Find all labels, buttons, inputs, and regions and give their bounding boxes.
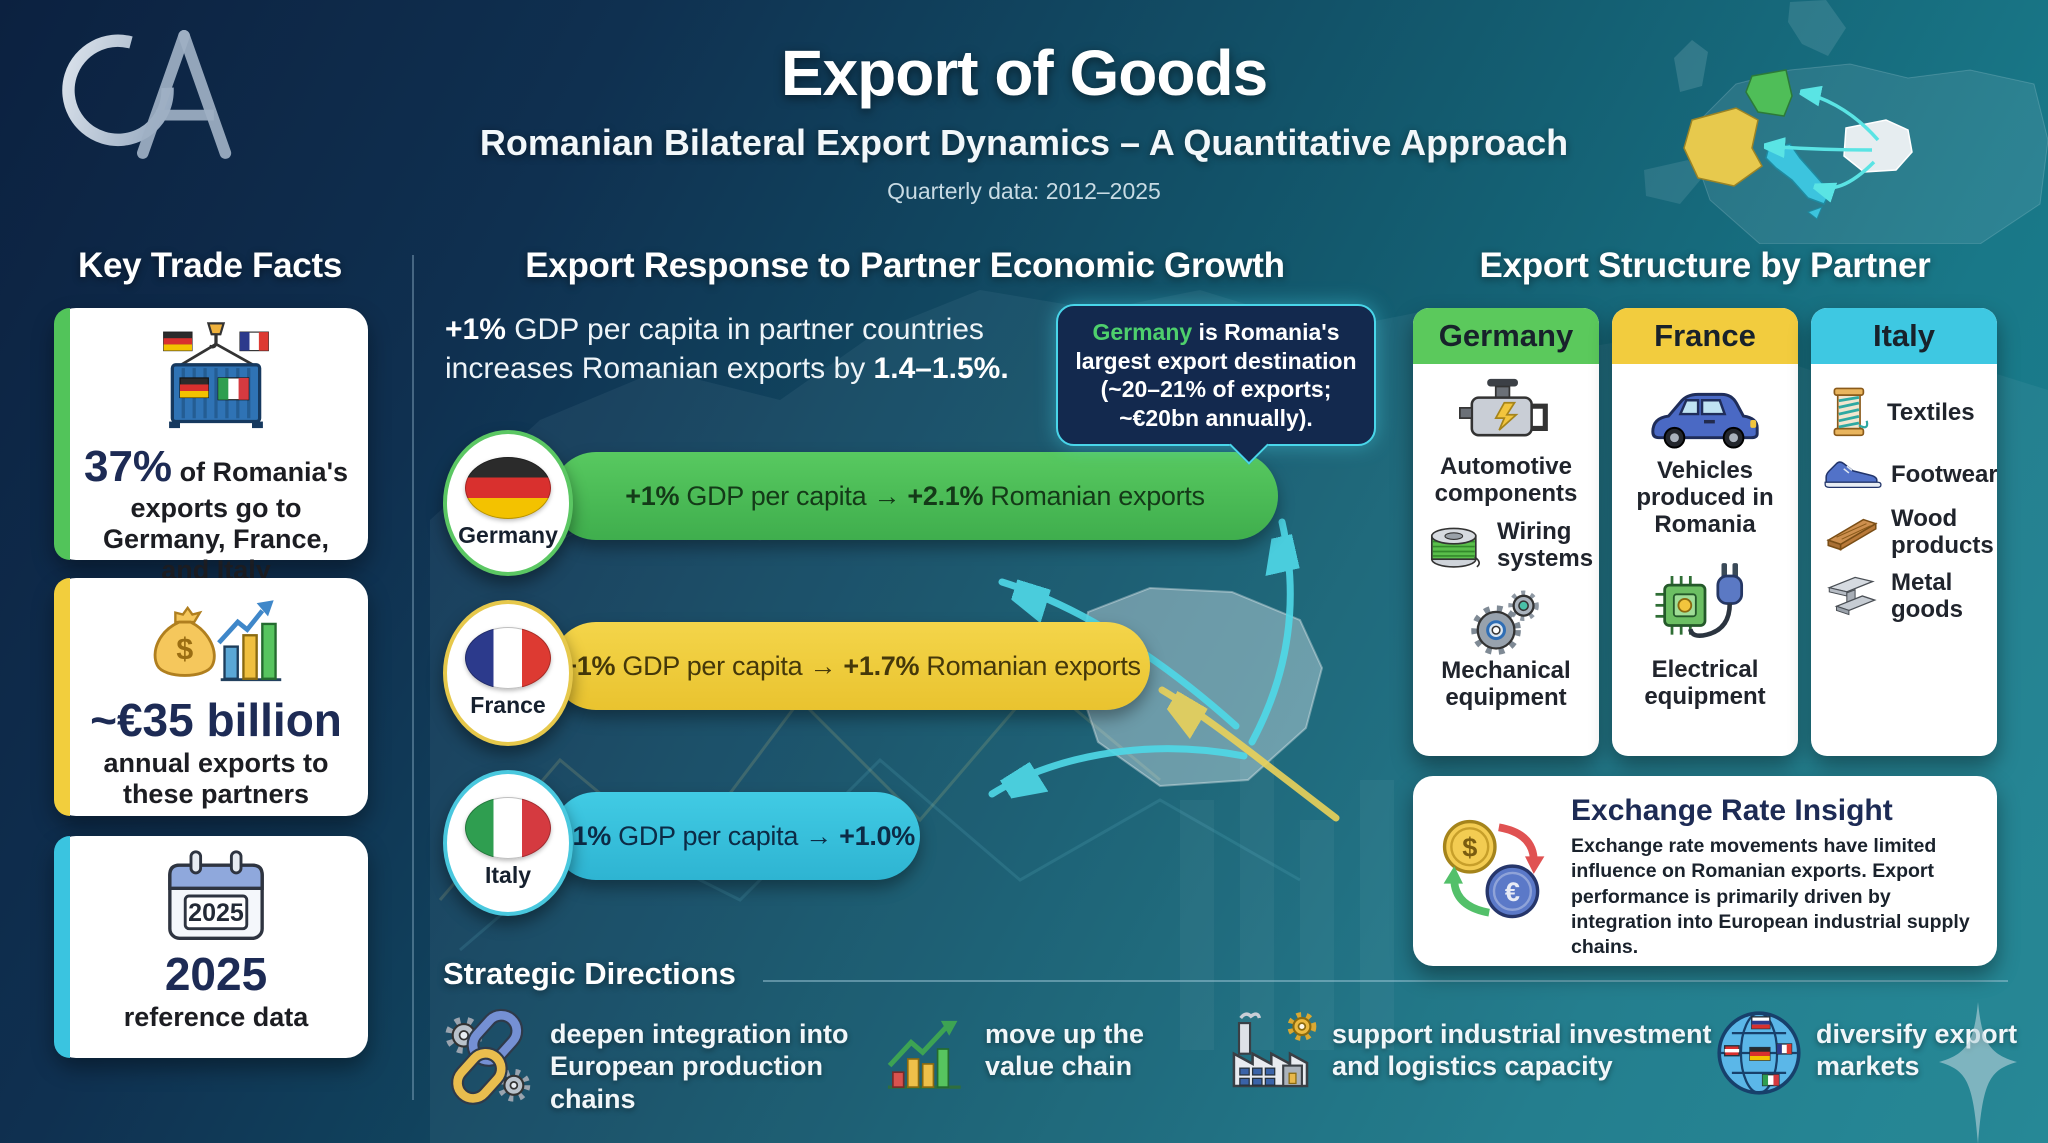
germany-callout: Germany is Romania's largest export dest… <box>1056 304 1376 447</box>
france-flag-icon <box>465 627 551 689</box>
france-shape <box>1683 107 1763 187</box>
electrical-plug-icon <box>1620 561 1790 657</box>
cargo-container-flags-icon <box>78 318 354 440</box>
stat-value: ~€35 billion <box>90 694 342 746</box>
globe-flags-icon <box>1712 1006 1806 1100</box>
italy-elasticity-label: +1% GDP per capita → +1.0% <box>557 820 915 851</box>
fact-text: reference data <box>123 1002 309 1033</box>
page-title: Export of Goods <box>780 37 1268 109</box>
wood-plank-icon <box>1821 510 1883 556</box>
germany-column-header: Germany <box>1413 308 1599 364</box>
page-subtitle: Romanian Bilateral Export Dynamics – A Q… <box>479 122 1569 163</box>
calendar-year-label: 2025 <box>188 899 244 927</box>
export-structure-heading: Export Structure by Partner <box>1479 246 1931 285</box>
structure-item-label: Automotive components <box>1434 453 1578 507</box>
germany-flag-icon <box>465 457 551 519</box>
export-response-heading: Export Response to Partner Economic Grow… <box>525 246 1285 285</box>
country-label: Italy <box>484 862 532 888</box>
structure-item-label: Vehicles produced in Romania <box>1636 457 1774 538</box>
svg-text:€: € <box>1505 876 1520 907</box>
structure-item-label: Wood products <box>1891 505 1994 559</box>
germany-flag-badge: Germany <box>443 430 573 576</box>
gears-icon <box>1421 584 1591 658</box>
stat-value: 37% <box>83 442 173 491</box>
elasticity-intro-text: +1% GDP per capita in partner countries … <box>445 313 1009 385</box>
italy-elasticity-bar: +1% GDP per capita → +1.0% <box>552 792 920 880</box>
fact-card-exports-share: 37% of Romania's exports go to Germany, … <box>54 308 368 585</box>
calendar-icon: 2025 <box>78 846 354 946</box>
structure-item-label: Metal goods <box>1891 568 1963 623</box>
country-label: Germany <box>458 522 558 548</box>
france-column-header: France <box>1612 308 1798 364</box>
growth-chart-icon <box>878 1006 974 1102</box>
strategic-item-value-chain: move up the value chain <box>985 1019 1145 1082</box>
romania-shape-mini <box>1843 119 1913 173</box>
italy-flag-icon <box>465 797 551 859</box>
strategic-item-investment: support industrial investment and logist… <box>1332 1019 1712 1082</box>
money-bag-growth-icon: $ <box>78 588 354 692</box>
italy-structure-card: Italy Textiles <box>1811 308 1997 756</box>
germany-structure-card: Germany Automotive components <box>1413 308 1599 756</box>
ga-logo <box>62 30 232 159</box>
italy-flag-badge: Italy <box>443 770 573 916</box>
exchange-rate-text: Exchange rate movements have limited inf… <box>1571 835 1970 959</box>
structure-item-label: Textiles <box>1887 398 1975 426</box>
fact-card-annual-exports: $ ~€35 billion annual exports to these p… <box>54 578 368 816</box>
country-label: France <box>470 692 546 718</box>
engine-icon <box>1421 372 1591 454</box>
export-arrow-italy <box>988 745 1248 794</box>
currency-exchange-icon: $ € <box>1431 810 1557 930</box>
metal-beam-icon <box>1821 572 1883 622</box>
france-elasticity-label: +1% GDP per capita → +1.7% Romanian expo… <box>561 650 1141 681</box>
germany-elasticity-bar: +1% GDP per capita → +2.1% Romanian expo… <box>552 452 1278 540</box>
car-icon <box>1620 378 1790 458</box>
sparkle-icon <box>1939 1002 2017 1143</box>
france-elasticity-bar: +1% GDP per capita → +1.7% Romanian expo… <box>552 622 1150 710</box>
export-arrow-france <box>1158 686 1340 822</box>
italy-column-header: Italy <box>1811 308 1997 364</box>
textile-spool-icon <box>1821 382 1879 444</box>
structure-item-label: Mechanical equipment <box>1441 656 1571 711</box>
key-trade-facts-heading: Key Trade Facts <box>78 246 342 285</box>
shoe-icon <box>1821 454 1883 496</box>
strategic-item-integration: deepen integration into European product… <box>550 1019 849 1114</box>
data-period: Quarterly data: 2012–2025 <box>887 178 1161 204</box>
stat-value: 2025 <box>164 948 268 1000</box>
svg-text:$: $ <box>176 633 193 666</box>
factory-icon <box>1222 1002 1324 1102</box>
exchange-rate-title: Exchange Rate Insight <box>1571 794 1893 827</box>
structure-item-label: Footwear <box>1891 460 1997 488</box>
structure-item-label: Electrical equipment <box>1644 655 1766 710</box>
strategic-directions-heading: Strategic Directions <box>443 956 736 991</box>
france-flag-badge: France <box>443 600 573 746</box>
europe-mini-map <box>1644 0 2048 244</box>
svg-text:$: $ <box>1462 831 1477 862</box>
fact-card-reference-year: 2025 2025 reference data <box>54 836 368 1058</box>
france-structure-card: France Vehicles produced in Romania <box>1612 308 1798 756</box>
fact-text: 37% of Romania's exports go to Germany, … <box>83 442 349 585</box>
structure-item-label: Wiring systems <box>1497 517 1594 572</box>
chain-links-icon <box>438 1004 538 1108</box>
strategic-divider-line <box>763 980 2008 982</box>
exchange-rate-card: $ € Exchange Rate Insight Exchange rate … <box>1413 776 1997 966</box>
germany-shape <box>1745 69 1793 117</box>
wire-spool-icon <box>1423 518 1489 574</box>
fact-text: annual exports to these partners <box>103 748 329 810</box>
germany-elasticity-label: +1% GDP per capita → +2.1% Romanian expo… <box>625 480 1205 511</box>
export-arrow-germany <box>1248 518 1290 746</box>
column-divider <box>412 255 414 1100</box>
